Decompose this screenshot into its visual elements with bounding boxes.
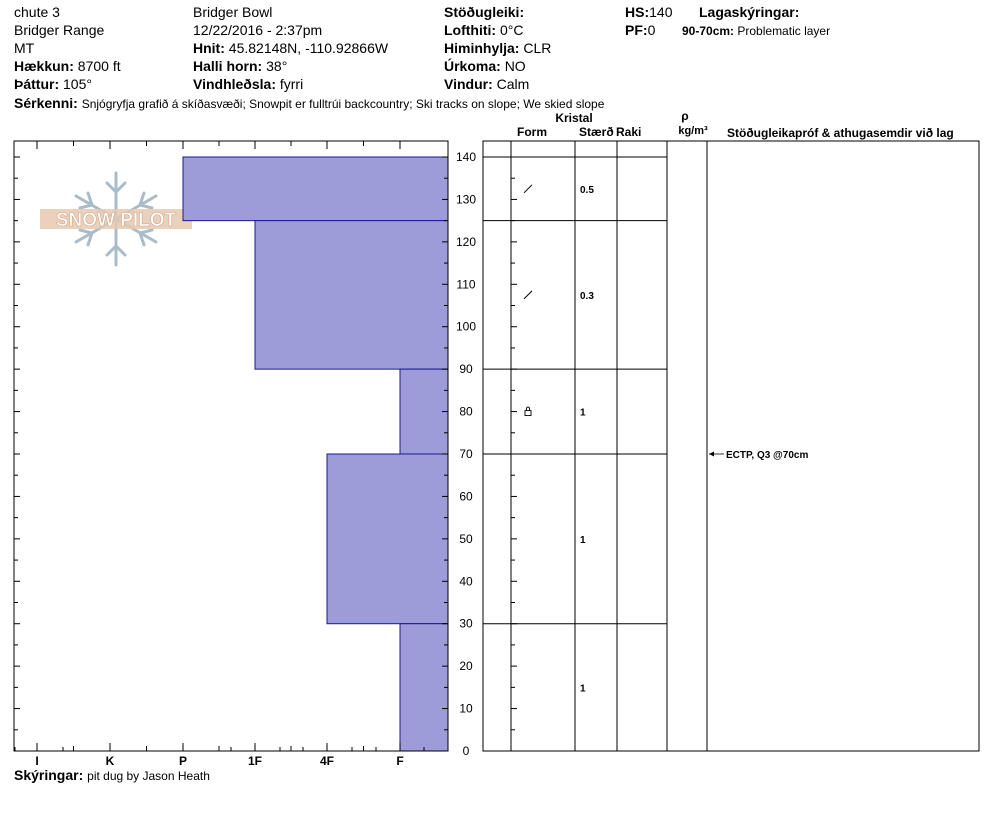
stability-label: Stöðugleiki: [444, 4, 525, 20]
depth-label: 50 [459, 532, 473, 546]
depth-label: 140 [456, 150, 476, 164]
sky-value: CLR [523, 40, 552, 56]
features: Sérkenni: Snjógryfja grafið á skíðasvæði… [14, 95, 604, 112]
grain-size-value: 0.3 [580, 291, 594, 302]
crystal-table: 0.5 0.3 1 1 1 ECTP, Q3 @70cm Kristal Form St… [482, 109, 980, 752]
grain-form-icon [526, 406, 530, 411]
legend-label: Lagaskýringar: [699, 4, 800, 20]
air-temp-label: Lofthiti: [444, 22, 497, 38]
wind-label: Vindur: [444, 76, 493, 92]
depth-label: 120 [456, 235, 476, 249]
elevation: Hækkun: 8700 ft [14, 58, 121, 74]
logo-text: SNOW PILOT [56, 210, 177, 231]
grain-size-value: 1 [580, 535, 586, 546]
precip-value: NO [504, 58, 526, 74]
size-header: Stærð [579, 125, 614, 139]
depth-label: 70 [459, 447, 473, 461]
hardness-label: P [179, 754, 187, 768]
tests-header: Stöðugleikapróf & athugasemdir við lag [727, 126, 954, 140]
hardness-label: F [396, 754, 403, 768]
coords-value: 45.82148N, -110.92866W [228, 40, 389, 56]
hardness-label: 1F [248, 754, 262, 768]
state-name: MT [14, 40, 35, 56]
features-value: Snjógryfja grafið á skíðasvæði; Snowpit … [81, 97, 605, 111]
wind: Vindur: Calm [444, 76, 529, 92]
elevation-label: Hækkun: [14, 58, 74, 74]
coordinates: Hnit: 45.82148N, -110.92866W [193, 40, 388, 56]
air-temp-value: 0°C [499, 22, 524, 38]
layer-bar [254, 220, 449, 370]
grain-form-icon [523, 290, 533, 300]
grain-size-value: 0.5 [580, 185, 594, 196]
density-unit-header: kg/m³ [678, 125, 708, 137]
hardness-plot: 0 10 20 30 40 50 60 70 80 90 100 110 120 130 140 I K P 1F… [13, 140, 476, 768]
depth-label: 130 [456, 192, 476, 206]
layer-bar [326, 453, 449, 625]
range-name: Bridger Range [14, 22, 105, 38]
coords-label: Hnit: [193, 40, 225, 56]
aspect-value: 105° [63, 76, 92, 92]
form-header: Form [517, 125, 547, 139]
wind-loading-label: Vindhleðsla: [193, 76, 276, 92]
legend-entry: 90-70cm: Problematic layer [682, 23, 830, 39]
notes-label: Skýringar: [14, 767, 84, 783]
layer-bar [182, 156, 449, 222]
hs-label: HS: [625, 4, 650, 20]
observer-area: Bridger Bowl [193, 4, 273, 20]
layer-bar [399, 623, 449, 752]
air-temp: Lofthiti: 0°C [444, 22, 523, 38]
notes-value: pit dug by Jason Heath [87, 769, 210, 783]
depth-label: 20 [459, 659, 473, 673]
precipitation: Úrkoma: NO [444, 58, 526, 74]
slope-label: Halli horn: [193, 58, 263, 74]
depth-label: 40 [459, 574, 473, 588]
grain-form-icon [524, 410, 532, 417]
slope-angle: Halli horn: 38° [193, 58, 287, 74]
hardness-label: 4F [320, 754, 334, 768]
elevation-value: 8700 ft [77, 58, 121, 74]
wind-loading: Vindhleðsla: fyrri [193, 76, 303, 92]
rho-header: ρ [681, 109, 688, 123]
depth-label: 0 [463, 744, 470, 758]
hs: HS:140 [625, 4, 672, 20]
location-name: chute 3 [14, 4, 60, 20]
crystal-header: Kristal [555, 111, 592, 125]
depth-label: 90 [459, 362, 473, 376]
features-label: Sérkenni: [14, 95, 78, 111]
moisture-header: Raki [616, 125, 641, 139]
datetime: 12/22/2016 - 2:37pm [193, 22, 323, 38]
notes: Skýringar: pit dug by Jason Heath [14, 767, 210, 784]
depth-label: 60 [459, 489, 473, 503]
pf-value: 0 [647, 22, 656, 38]
depth-label: 110 [456, 277, 475, 291]
depth-label: 80 [459, 405, 473, 419]
pf-label: PF: [625, 22, 648, 38]
sky-cover: Himinhylja: CLR [444, 40, 551, 56]
hardness-label: K [106, 754, 115, 768]
test-arrow-head [709, 451, 714, 457]
crystal-table-frame [482, 140, 980, 752]
aspect-label: Þáttur: [14, 76, 60, 92]
wind-loading-value: fyrri [279, 76, 304, 92]
layer-bar [399, 368, 449, 455]
slope-value: 38° [266, 58, 288, 74]
sky-label: Himinhylja: [444, 40, 520, 56]
legend-range: 90-70cm: [682, 24, 735, 38]
aspect: Þáttur: 105° [14, 76, 92, 92]
legend-text: Problematic layer [737, 24, 831, 38]
wind-value: Calm [496, 76, 530, 92]
grain-size-value: 1 [580, 408, 586, 419]
grain-form-icon [523, 184, 533, 194]
depth-label: 10 [459, 702, 473, 716]
test-note: ECTP, Q3 @70cm [726, 450, 808, 461]
grain-size-value: 1 [580, 683, 586, 694]
snowpilot-logo: SNOW PILOT [40, 171, 192, 267]
pf: PF:0 [625, 22, 655, 38]
depth-label: 100 [456, 320, 476, 334]
depth-label: 30 [459, 617, 473, 631]
precip-label: Úrkoma: [444, 58, 501, 74]
hs-value: 140 [649, 4, 673, 20]
hardness-label: I [35, 754, 38, 768]
